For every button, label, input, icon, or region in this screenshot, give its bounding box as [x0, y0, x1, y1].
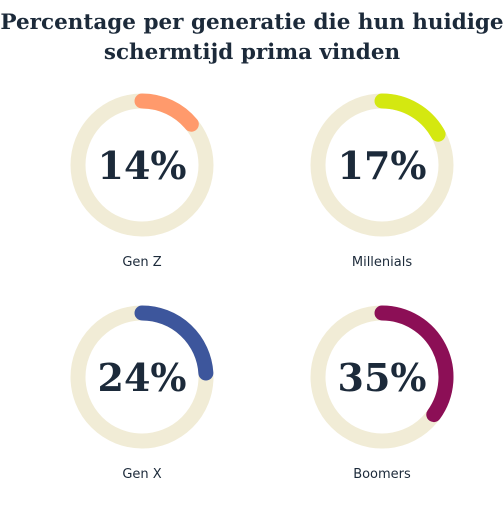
category-label-boomers: Boomers — [353, 467, 411, 482]
donut-value-boomers: 35% — [338, 355, 427, 400]
chart-title-line-1: Percentage per generatie die hun huidige — [0, 10, 504, 35]
category-label-gen-z: Gen Z — [122, 255, 162, 270]
category-label-millenials: Millenials — [351, 255, 413, 270]
donut-value-millenials: 17% — [338, 143, 427, 188]
donut-arc-gen-x — [134, 305, 214, 381]
category-label-gen-x: Gen X — [122, 467, 162, 482]
donut-value-gen-z: 14% — [98, 143, 187, 188]
donut-value-gen-x: 24% — [98, 355, 187, 400]
donut-arc-boomers — [374, 305, 454, 423]
donut-arc-millenials — [374, 93, 446, 142]
donut-arc-gen-z — [134, 93, 199, 132]
chart-title: Percentage per generatie die hun huidige… — [0, 8, 504, 68]
chart-title-line-2: schermtijd prima vinden — [103, 40, 401, 65]
